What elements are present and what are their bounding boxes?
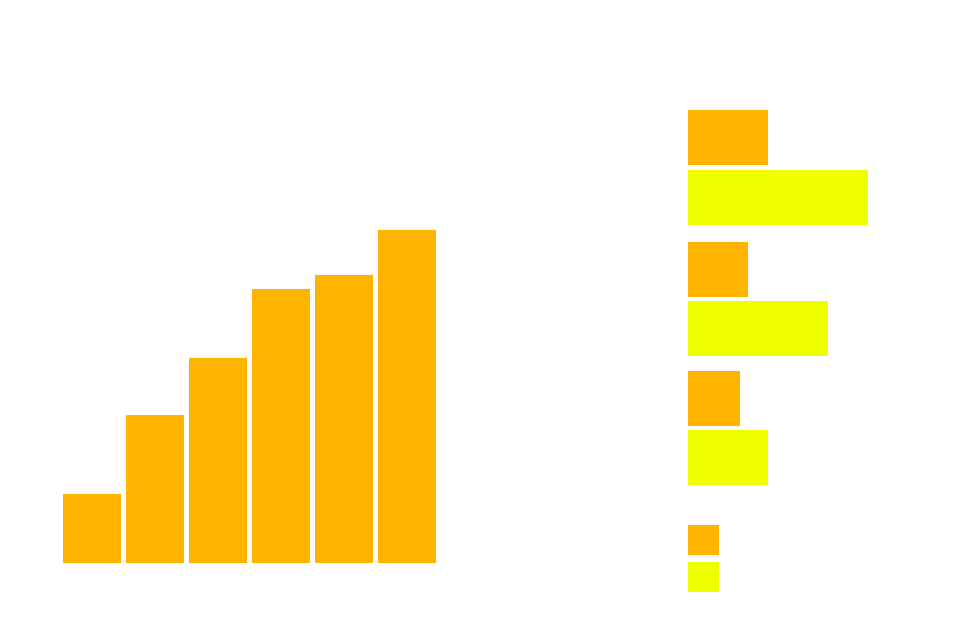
- bar: [315, 275, 373, 563]
- bar: [688, 525, 719, 555]
- bar: [252, 289, 310, 563]
- bar: [63, 494, 121, 563]
- bar: [126, 415, 184, 563]
- bar: [688, 110, 768, 165]
- bar: [688, 242, 748, 297]
- bar: [688, 430, 768, 485]
- bar: [189, 358, 247, 563]
- bar: [688, 301, 828, 356]
- bar: [688, 562, 719, 592]
- bar: [688, 371, 740, 426]
- bar: [378, 230, 436, 563]
- bar: [688, 170, 868, 225]
